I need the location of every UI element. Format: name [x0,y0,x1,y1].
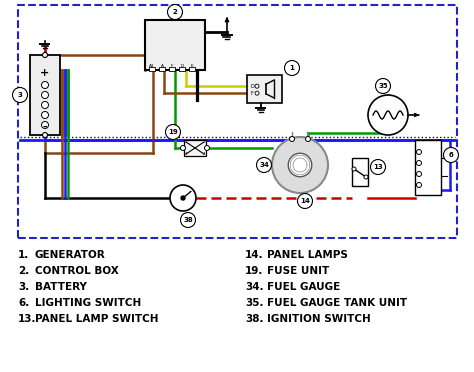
Circle shape [167,4,182,19]
Circle shape [352,167,356,171]
Circle shape [417,160,421,166]
Circle shape [43,52,47,58]
Circle shape [165,125,181,140]
Circle shape [170,185,196,211]
Circle shape [204,145,210,151]
Text: 1.: 1. [18,250,29,260]
Text: 13: 13 [373,164,383,170]
Text: FUSE UNIT: FUSE UNIT [267,266,329,276]
FancyBboxPatch shape [179,67,185,71]
Text: 38: 38 [183,217,193,223]
Circle shape [181,196,185,200]
Text: A1: A1 [149,64,155,68]
Circle shape [42,122,48,128]
Circle shape [290,137,294,141]
Circle shape [417,150,421,154]
Circle shape [417,183,421,187]
Text: 34.: 34. [245,282,264,292]
Text: FUEL GAUGE: FUEL GAUGE [267,282,340,292]
Text: A: A [161,64,164,68]
FancyBboxPatch shape [30,55,60,135]
Text: 2.: 2. [18,266,29,276]
Text: IGNITION SWITCH: IGNITION SWITCH [267,314,371,324]
Circle shape [444,148,458,163]
Circle shape [42,112,48,119]
Text: 1: 1 [185,140,187,144]
Text: 19.: 19. [245,266,264,276]
Text: D: D [251,84,255,89]
Text: LIGHTING SWITCH: LIGHTING SWITCH [35,298,141,308]
FancyBboxPatch shape [184,140,206,156]
Circle shape [256,157,272,173]
Text: GENERATOR: GENERATOR [35,250,106,260]
Circle shape [255,84,259,88]
Circle shape [306,137,310,141]
Circle shape [42,81,48,89]
Text: 35.: 35. [245,298,264,308]
Text: CONTROL BOX: CONTROL BOX [35,266,119,276]
Circle shape [371,160,385,174]
Text: 2: 2 [173,9,177,15]
Circle shape [298,193,312,208]
Circle shape [181,212,195,228]
Text: F: F [171,64,173,68]
Text: BATTERY: BATTERY [35,282,87,292]
Circle shape [181,145,185,151]
FancyBboxPatch shape [145,20,205,70]
Text: 14.: 14. [245,250,264,260]
Text: 13.: 13. [18,314,36,324]
Text: D: D [181,64,183,68]
Text: 2: 2 [203,140,205,144]
Text: 3: 3 [18,92,22,98]
Text: 14: 14 [300,198,310,204]
Text: 34: 34 [259,162,269,168]
Circle shape [42,102,48,109]
Text: +: + [40,68,50,78]
FancyBboxPatch shape [352,158,368,186]
Text: 6.: 6. [18,298,29,308]
Circle shape [368,95,408,135]
FancyBboxPatch shape [189,67,195,71]
Circle shape [417,171,421,176]
FancyBboxPatch shape [415,140,441,195]
Text: 3: 3 [185,152,187,156]
Circle shape [42,92,48,99]
Text: E: E [191,64,193,68]
Circle shape [12,87,27,103]
Circle shape [284,61,300,76]
Circle shape [272,137,328,193]
Text: 19: 19 [168,129,178,135]
Circle shape [364,175,368,179]
Circle shape [43,132,47,138]
Text: PANEL LAMP SWITCH: PANEL LAMP SWITCH [35,314,158,324]
Text: 6: 6 [448,152,453,158]
Text: PANEL LAMPS: PANEL LAMPS [267,250,348,260]
Circle shape [375,78,391,93]
FancyBboxPatch shape [247,75,282,103]
FancyBboxPatch shape [159,67,165,71]
Text: 35: 35 [378,83,388,89]
Text: F: F [251,91,254,96]
Circle shape [255,91,259,95]
Text: 38.: 38. [245,314,264,324]
Text: 1: 1 [290,65,294,71]
Text: 4: 4 [203,152,205,156]
FancyBboxPatch shape [169,67,175,71]
Text: 3.: 3. [18,282,29,292]
Text: -: - [43,122,47,132]
Circle shape [288,153,312,177]
Text: FUEL GAUGE TANK UNIT: FUEL GAUGE TANK UNIT [267,298,407,308]
FancyBboxPatch shape [149,67,155,71]
